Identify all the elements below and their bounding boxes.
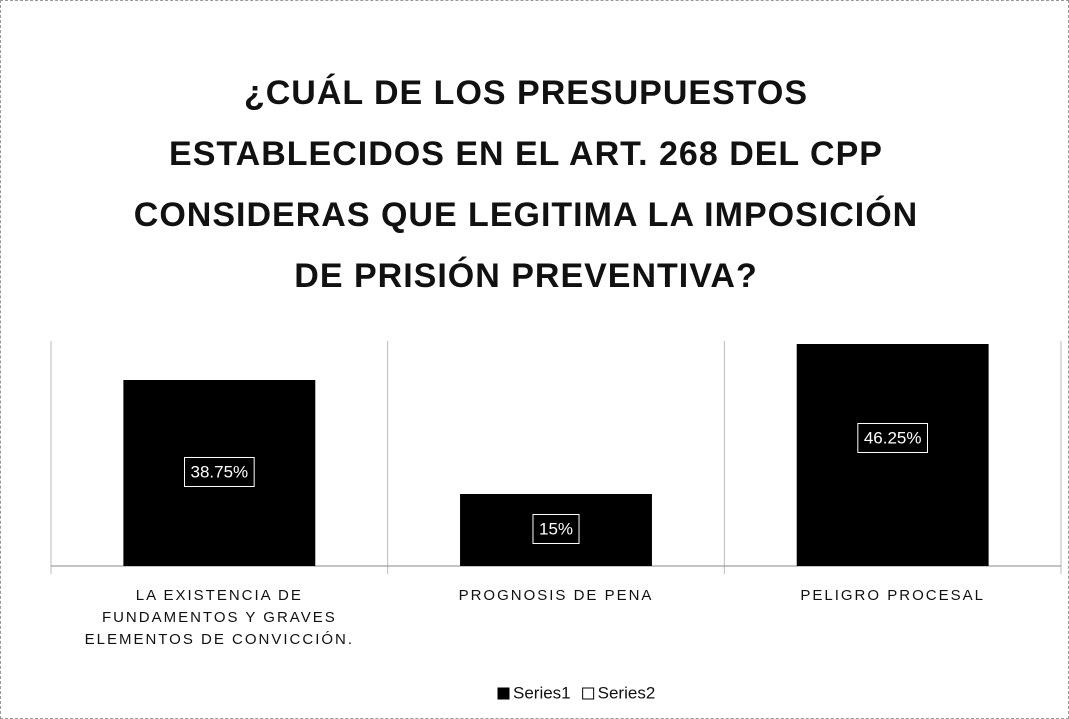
legend-label: Series2 xyxy=(598,683,656,702)
value-label: 46.25% xyxy=(864,428,922,447)
legend-swatch xyxy=(582,687,595,700)
bar xyxy=(123,380,316,566)
bar xyxy=(460,494,652,566)
legend-swatch xyxy=(497,687,510,700)
value-label-box xyxy=(857,422,929,453)
x-tick-label: PELIGRO PROCESAL xyxy=(800,587,985,604)
legend-label: Series1 xyxy=(513,683,571,702)
x-tick-label: LA EXISTENCIA DE FUNDAMENTOS Y GRAVES EL… xyxy=(84,587,355,648)
bar xyxy=(796,344,989,566)
x-tick-label: PROGNOSIS DE PENA xyxy=(458,587,654,604)
chart-title: ¿CUÁL DE LOS PRESUPUESTOS ESTABLECIDOS E… xyxy=(133,74,919,295)
value-label: 15% xyxy=(539,519,573,538)
value-label: 38.75% xyxy=(190,462,248,481)
value-label-box xyxy=(183,456,255,487)
value-label-box xyxy=(532,513,580,544)
